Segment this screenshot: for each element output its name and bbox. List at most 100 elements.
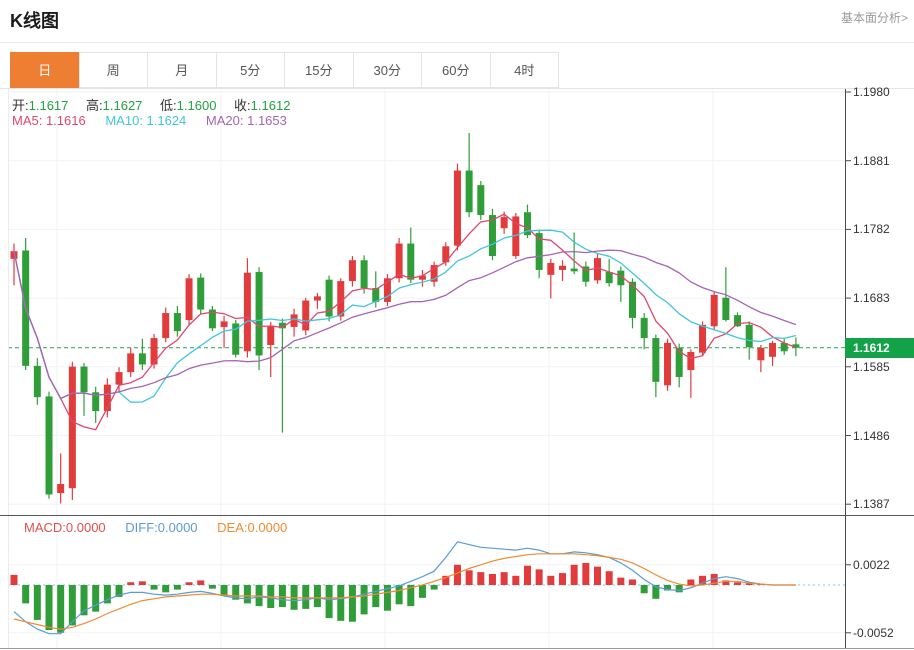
macd-bar (68, 585, 76, 626)
price-axis-label: 1.1387 (853, 497, 890, 512)
macd-bar (640, 585, 648, 594)
candle-body (547, 262, 555, 275)
candle-body (33, 365, 41, 398)
candle-body (92, 392, 100, 412)
macd-bar (278, 585, 286, 608)
macd-axis-label: -0.0052 (853, 625, 894, 640)
diff-value-legend: DIFF:0.0000 (125, 520, 198, 535)
candle-body (500, 217, 508, 229)
candle-body (418, 275, 426, 280)
tab-5min[interactable]: 5分 (215, 52, 285, 88)
candle-body (255, 272, 263, 356)
candle-body (372, 288, 380, 302)
candle-body (722, 297, 730, 320)
tab-30min[interactable]: 30分 (352, 52, 422, 88)
macd-bar (500, 572, 508, 585)
ohlc-legend: 开:1.1617 高:1.1627 低:1.1600 收:1.1612 (12, 95, 304, 114)
tab-month[interactable]: 月 (147, 52, 217, 88)
candle-body (302, 300, 310, 331)
macd-bar (197, 580, 205, 585)
candle-body (360, 260, 368, 289)
tab-day[interactable]: 日 (10, 52, 80, 88)
ma20-line (13, 249, 797, 400)
macd-bar (115, 585, 123, 597)
macd-bar (558, 573, 566, 585)
candle-body (512, 216, 520, 257)
fundamental-analysis-link[interactable]: 基本面分析> (840, 11, 908, 25)
candle-body (617, 270, 625, 286)
macd-bar (594, 566, 601, 585)
candle-body (699, 324, 707, 353)
candle-body (68, 366, 76, 489)
macd-bar (185, 582, 193, 585)
macd-bar (453, 564, 461, 585)
candle-body (664, 342, 672, 386)
ma10-legend: MA10: 1.1624 (105, 113, 187, 128)
macd-bar (127, 582, 135, 585)
tab-15min[interactable]: 15分 (284, 52, 354, 88)
open-value: 1.1617 (28, 98, 69, 113)
candle-body (348, 260, 356, 282)
macd-bar (103, 585, 111, 604)
macd-bar (395, 585, 403, 605)
macd-bar (418, 585, 426, 598)
macd-bar (173, 585, 181, 590)
candle-body (57, 484, 65, 494)
title-divider (0, 42, 914, 43)
candle-body (710, 294, 718, 327)
candle-body (220, 321, 228, 327)
candle-body (769, 342, 777, 357)
candle-body (640, 317, 648, 339)
candle-body (430, 265, 438, 282)
macd-bar (617, 577, 625, 585)
candle-body (103, 384, 111, 412)
macd-bar (220, 585, 228, 597)
candle-body (594, 258, 601, 281)
macd-value-legend: MACD:0.0000 (24, 520, 106, 535)
candle-body (243, 272, 251, 352)
candle-body (780, 342, 788, 352)
candle-body (477, 185, 485, 216)
macd-bar (699, 575, 707, 585)
candle-body (734, 315, 742, 327)
macd-bar (512, 575, 520, 585)
macd-bar (687, 579, 695, 585)
macd-bar (92, 585, 100, 612)
tab-60min[interactable]: 60分 (421, 52, 491, 88)
macd-bar (138, 581, 146, 585)
candle-body (652, 338, 660, 382)
candle-body (442, 246, 450, 263)
candle-body (488, 215, 496, 257)
macd-bar (208, 585, 216, 589)
macd-bar (348, 585, 356, 622)
candle-body (395, 243, 403, 279)
macd-bar (722, 580, 730, 585)
candle-body (629, 281, 637, 318)
macd-bar (313, 585, 321, 608)
low-label: 低: (160, 98, 177, 113)
tab-4hour[interactable]: 4时 (489, 52, 559, 88)
macd-bar (372, 585, 380, 608)
candle-body (278, 322, 286, 329)
macd-bar (547, 575, 555, 585)
macd-bar (710, 573, 718, 585)
macd-bar (232, 585, 240, 600)
macd-legend: MACD:0.0000 DIFF:0.0000 DEA:0.0000 (24, 520, 303, 535)
candle-body (115, 372, 123, 385)
macd-bar (570, 564, 578, 585)
candle-body (208, 309, 216, 329)
ma10-line (13, 229, 797, 403)
price-axis-label: 1.1683 (853, 291, 890, 306)
tab-week[interactable]: 周 (78, 52, 148, 88)
candle-body (313, 296, 321, 301)
macd-bar (337, 585, 345, 621)
candle-body (10, 251, 18, 259)
macd-bar (442, 575, 450, 585)
candle-body (407, 243, 415, 280)
candle-body (582, 266, 590, 282)
candle-body (162, 313, 170, 339)
candle-body (558, 265, 566, 270)
candle-body (232, 323, 240, 355)
ma20-legend: MA20: 1.1653 (205, 113, 287, 128)
candle-body (523, 212, 531, 236)
